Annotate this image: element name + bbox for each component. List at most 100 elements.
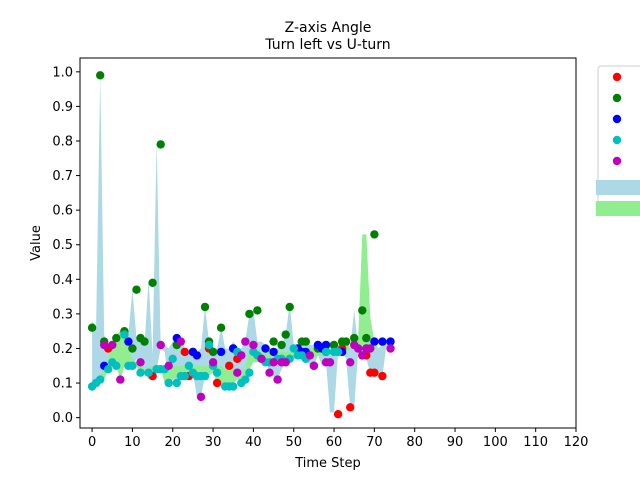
series-4-point xyxy=(333,347,343,357)
chart-subtitle: Turn left vs U-turn xyxy=(264,37,390,53)
series-5-point xyxy=(281,358,290,367)
y-tick-label: 0.8 xyxy=(52,134,73,149)
series-5-point xyxy=(366,344,375,353)
series-4-point xyxy=(144,368,153,377)
x-tick-label: 10 xyxy=(124,435,141,450)
y-tick-label: 0.6 xyxy=(52,204,73,219)
series-2-point xyxy=(281,330,290,339)
series-4-point xyxy=(204,340,214,350)
point-layer xyxy=(87,71,395,419)
series-1-point xyxy=(212,378,222,388)
x-axis-ticks: 0 10 20 30 40 50 60 70 80 90 100 110 120 xyxy=(88,428,588,450)
series-3-point xyxy=(216,347,226,357)
series-5-point xyxy=(108,340,117,350)
series-3-point xyxy=(370,337,379,346)
series-2-point xyxy=(329,340,339,350)
series-4-point xyxy=(229,382,238,391)
series-2-point xyxy=(148,278,157,287)
series-4-point xyxy=(241,375,250,384)
series-3-point xyxy=(192,351,202,360)
series-5-point xyxy=(273,375,282,384)
series-4-point xyxy=(112,361,121,370)
y-axis-label: Value xyxy=(29,225,44,261)
plot-frame xyxy=(79,57,577,429)
series-5-point xyxy=(241,337,250,346)
series-4-point xyxy=(168,354,177,363)
y-tick-label: 0.4 xyxy=(52,273,73,288)
series-2-point xyxy=(112,333,121,343)
series-5-point xyxy=(156,340,165,350)
series-5-point xyxy=(358,351,367,360)
series-4-point xyxy=(289,344,298,353)
series-5-point xyxy=(354,344,363,353)
y-tick-label: 0.3 xyxy=(52,307,73,322)
series-2-point xyxy=(128,344,137,353)
band-layer xyxy=(92,75,391,413)
series-4-point xyxy=(164,378,173,388)
series-4-point xyxy=(212,368,222,377)
series-4-point xyxy=(96,375,105,384)
series-4-point xyxy=(172,378,181,388)
x-tick-label: 40 xyxy=(245,435,262,450)
series-3-point xyxy=(321,340,331,350)
x-tick-label: 100 xyxy=(483,435,508,450)
y-tick-label: 0.2 xyxy=(52,342,73,357)
series-2-point xyxy=(245,309,254,319)
series-3-point xyxy=(124,337,133,346)
series-5-point xyxy=(233,368,242,377)
series-1-point xyxy=(333,410,343,419)
series-2-point xyxy=(200,302,210,312)
series-5-point xyxy=(269,358,278,367)
series-2-point xyxy=(216,323,226,332)
series-2-point xyxy=(156,140,165,149)
chart-title: Z-axis Angle xyxy=(285,20,372,36)
series-5-point xyxy=(249,340,258,350)
series-5-point xyxy=(346,358,355,367)
series-5-point xyxy=(325,358,335,367)
legend-marker-4 xyxy=(612,135,622,145)
x-tick-label: 60 xyxy=(326,435,343,450)
series-3-point xyxy=(386,337,395,346)
series-5-point xyxy=(257,354,266,363)
series-2-point xyxy=(285,302,294,312)
series-1-point xyxy=(225,361,234,370)
series-4-point xyxy=(184,361,194,370)
x-axis-label: Time Step xyxy=(294,456,361,471)
series-5-point xyxy=(164,361,173,370)
series-2-point xyxy=(277,340,286,350)
y-tick-label: 0.5 xyxy=(52,238,73,253)
series-4-point xyxy=(136,368,145,377)
series-5-point xyxy=(309,361,319,370)
series-1-point xyxy=(378,371,387,381)
series-1-point xyxy=(346,403,355,412)
x-tick-label: 50 xyxy=(285,435,302,450)
series-4-point xyxy=(104,365,113,374)
series-5-point xyxy=(176,337,185,346)
series-3-point xyxy=(378,337,387,346)
y-tick-label: 0.1 xyxy=(52,377,73,392)
y-tick-label: 0.7 xyxy=(52,169,73,184)
series-3-point xyxy=(261,344,270,353)
series-2-point xyxy=(350,333,359,343)
series-4-point xyxy=(321,347,331,357)
series-2-point xyxy=(96,71,105,80)
series-5-point xyxy=(208,358,218,367)
legend-marker-1 xyxy=(612,72,622,82)
series-2-point xyxy=(269,337,278,346)
series-5-point xyxy=(196,392,206,402)
series-2-point xyxy=(253,306,262,315)
series-2-point xyxy=(140,337,149,346)
y-tick-label: 0.9 xyxy=(52,100,73,115)
band-2 xyxy=(92,234,391,387)
series-2-point xyxy=(208,347,218,357)
series-5-point xyxy=(136,358,145,367)
legend-marker-3 xyxy=(612,114,622,124)
series-5-point xyxy=(116,375,125,384)
legend-marker-2 xyxy=(612,93,622,103)
series-4-point xyxy=(120,330,129,339)
series-4-point xyxy=(180,371,189,381)
legend-marker-5 xyxy=(612,156,622,166)
x-tick-label: 80 xyxy=(406,435,423,450)
legend-swatch-7 xyxy=(596,201,640,216)
